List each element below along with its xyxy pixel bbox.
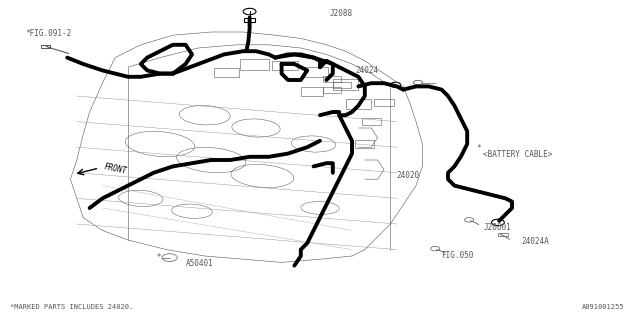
Text: 24020: 24020 [397,172,420,180]
Bar [333,82,351,88]
Bar [304,67,328,77]
Text: 24024A: 24024A [522,237,549,246]
Bar [41,45,50,48]
Bar [355,140,374,148]
Text: J2088: J2088 [330,9,353,18]
Text: FIG.050: FIG.050 [442,252,474,260]
Text: A091001255: A091001255 [582,304,624,310]
Bar [301,87,323,96]
Bar [272,61,298,70]
Bar [362,118,381,125]
Bar [498,233,508,236]
Bar [346,99,371,109]
Bar [214,68,239,77]
Text: FRONT: FRONT [104,162,128,176]
Bar [240,59,269,70]
Text: 24024: 24024 [355,66,378,75]
Bar [323,76,341,82]
Text: <BATTERY CABLE>: <BATTERY CABLE> [483,150,552,159]
Bar [244,18,255,22]
Bar [333,79,358,90]
Text: *: * [477,144,481,153]
Text: *MARKED PARTS INCLUDES 24020.: *MARKED PARTS INCLUDES 24020. [10,304,133,310]
Text: *: * [157,253,161,262]
Text: *FIG.091-2: *FIG.091-2 [26,29,72,38]
Bar [374,99,394,106]
Text: A50401: A50401 [186,260,213,268]
Text: J20601: J20601 [483,223,511,232]
Bar [323,87,341,93]
